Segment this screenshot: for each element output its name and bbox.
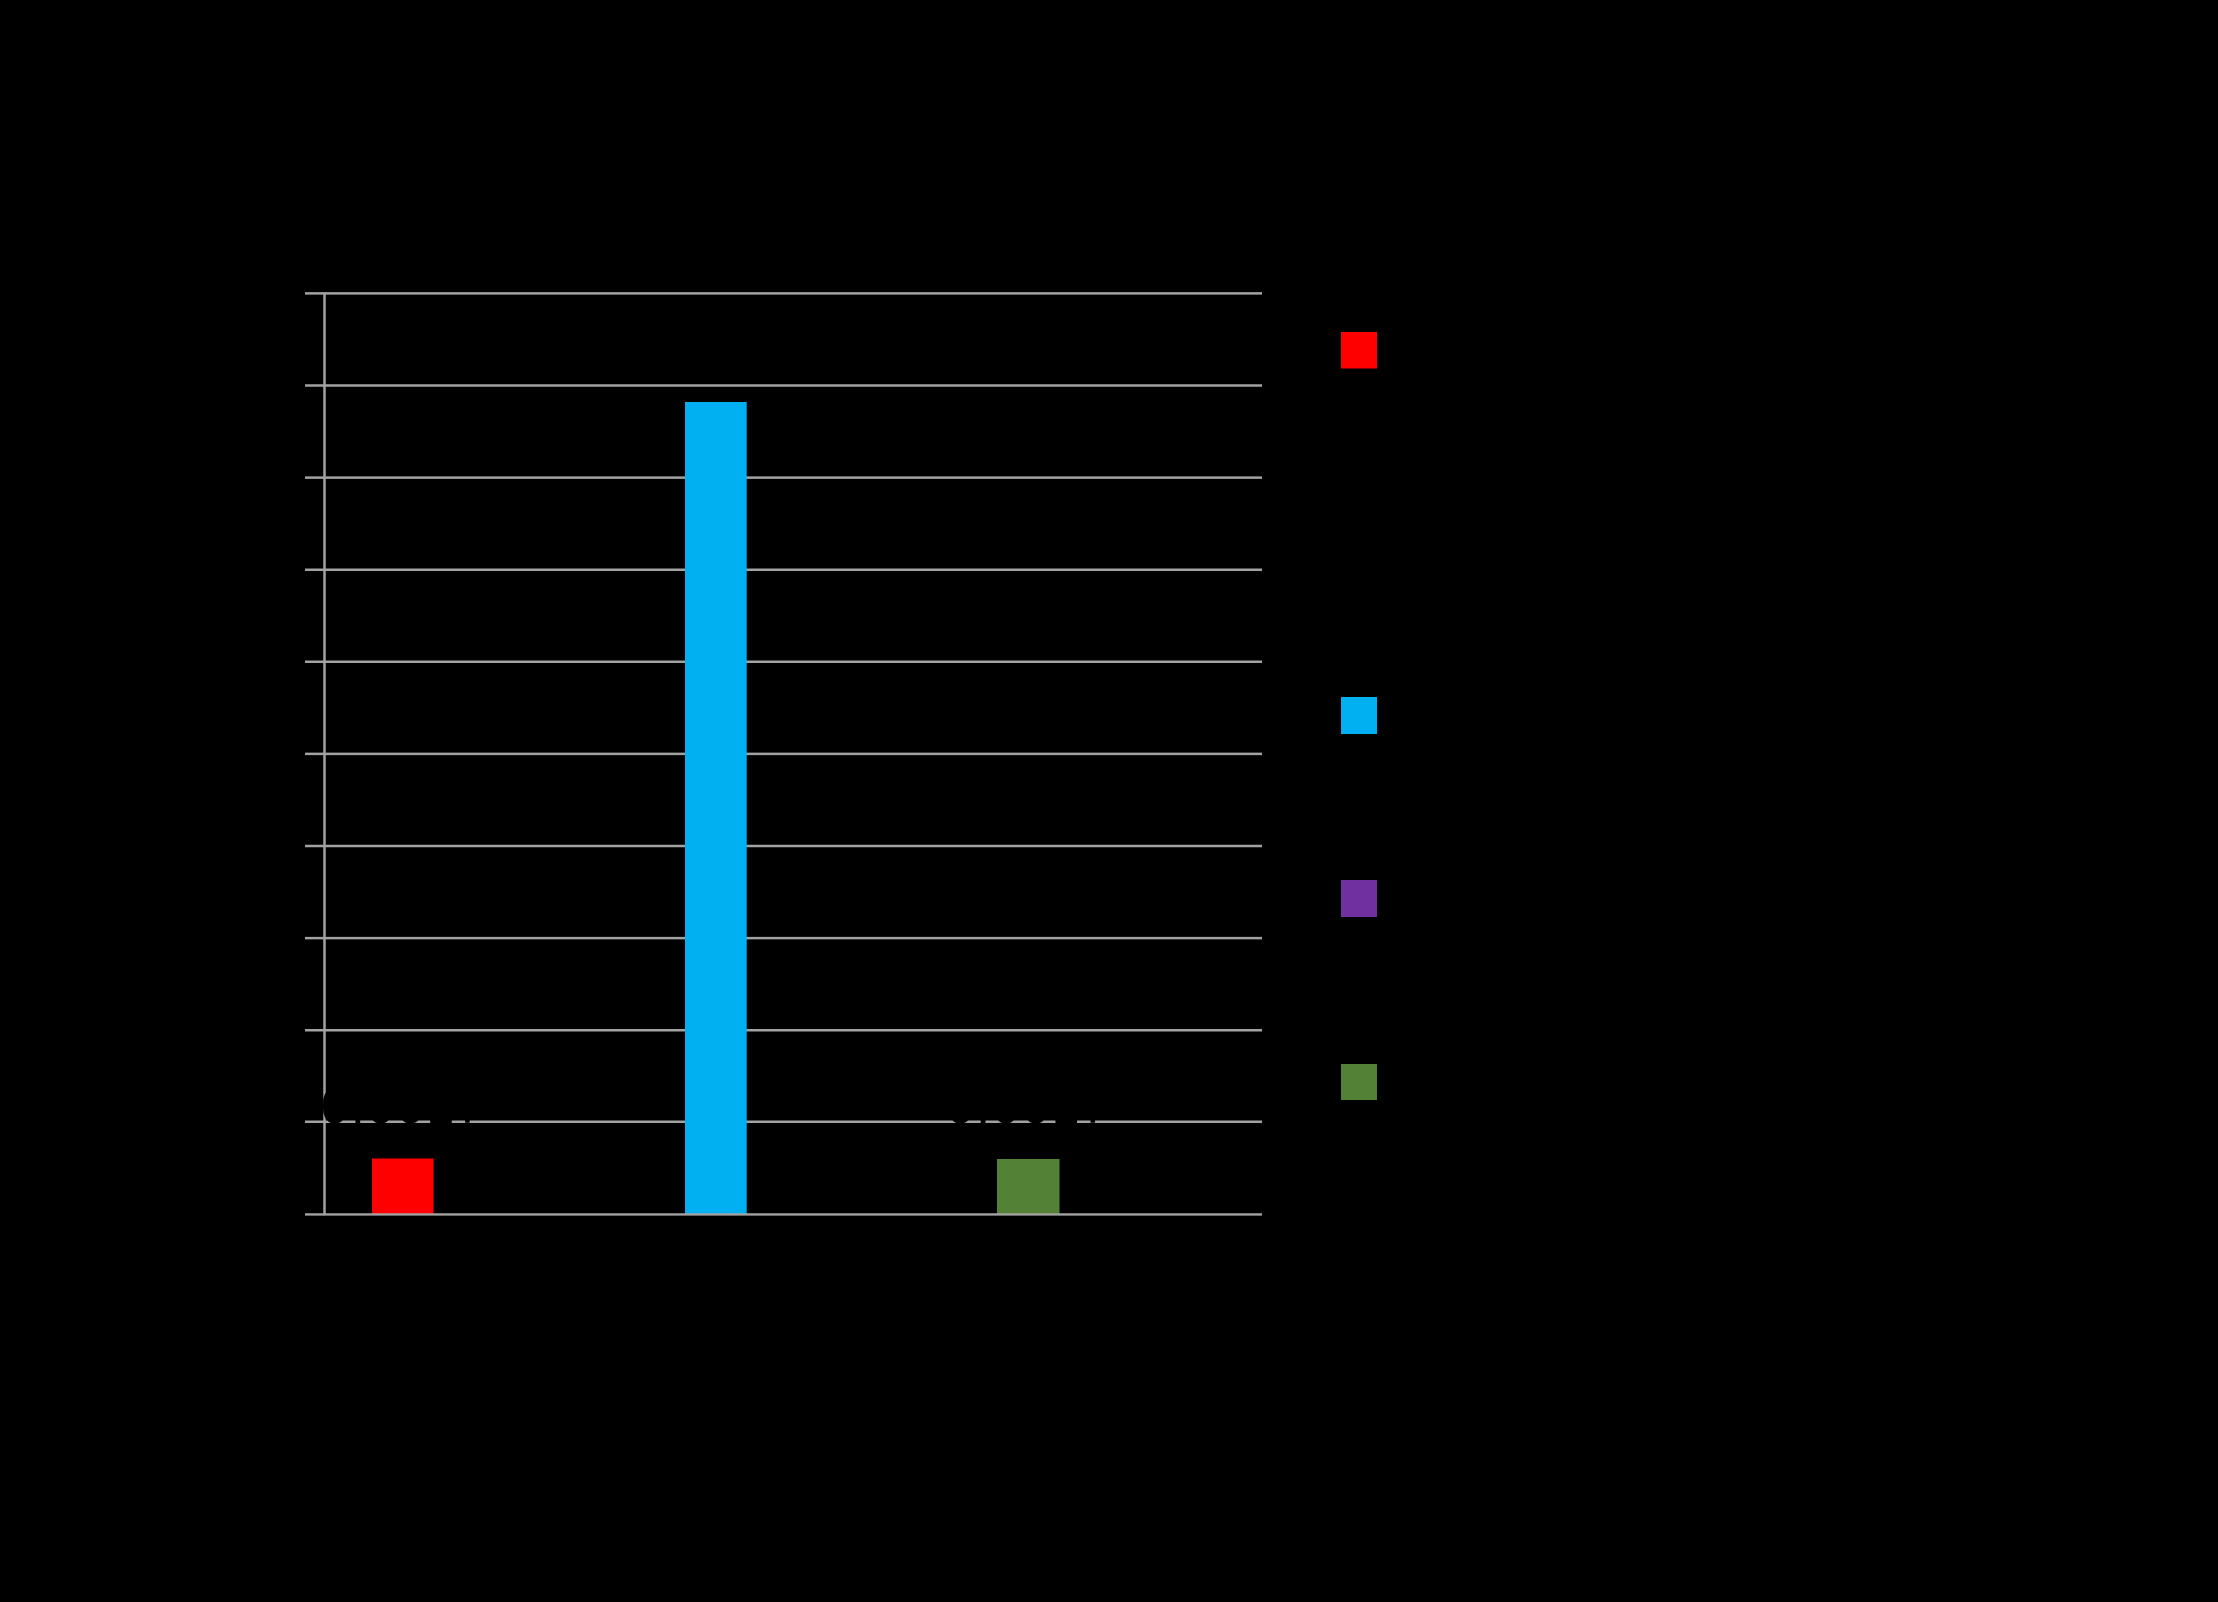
svg-text:0.0017: 0.0017 bbox=[321, 1078, 486, 1134]
svg-text:0.0017: 0.0017 bbox=[946, 1078, 1111, 1134]
